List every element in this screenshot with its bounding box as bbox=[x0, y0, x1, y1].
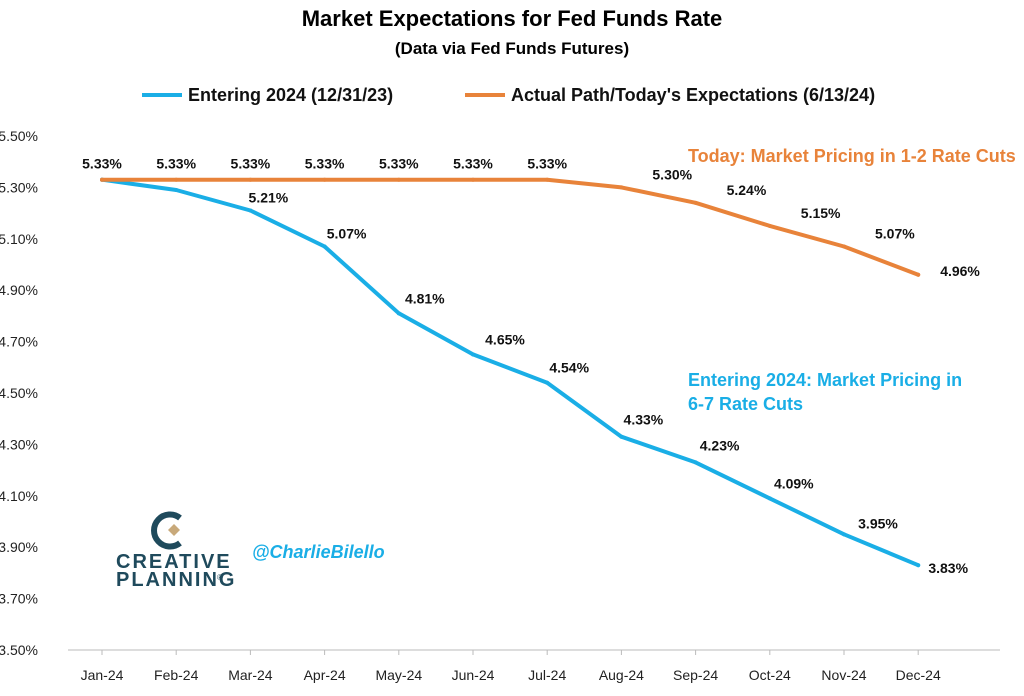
data-point-actual-path bbox=[842, 244, 846, 249]
data-label-entering-2024: 5.21% bbox=[249, 190, 289, 206]
creative-planning-logo: CREATIVE PLANNING ® bbox=[116, 511, 236, 591]
y-axis: 5.50% 5.30% 5.10% 4.90% 4.70% 4.50% 4.30% 4.10%… bbox=[0, 128, 38, 658]
legend-label-actual-path: Actual Path/Today's Expectations (6/13/2… bbox=[511, 85, 875, 105]
y-tick-label: 4.50% bbox=[0, 385, 38, 401]
data-label-entering-2024: 4.09% bbox=[774, 475, 814, 491]
x-tick-label: Sep-24 bbox=[673, 667, 718, 683]
x-axis: Jan-24 Feb-24 Mar-24 Apr-24 May-24 Jun-24 Jul-… bbox=[81, 650, 941, 683]
creative-planning-emblem bbox=[151, 511, 182, 550]
data-label-actual-path: 5.33% bbox=[82, 156, 122, 172]
data-label-entering-2024: 4.23% bbox=[700, 437, 740, 453]
x-tick-label: Feb-24 bbox=[154, 667, 199, 683]
x-tick-label: Oct-24 bbox=[749, 667, 791, 683]
x-tick-label: May-24 bbox=[375, 667, 422, 683]
data-point-entering-2024 bbox=[842, 532, 846, 537]
x-tick-label: Mar-24 bbox=[228, 667, 273, 683]
data-label-entering-2024: 4.65% bbox=[485, 331, 525, 347]
data-label-actual-path: 5.33% bbox=[231, 156, 271, 172]
series-line-entering-2024 bbox=[100, 177, 921, 568]
legend-label-entering-2024: Entering 2024 (12/31/23) bbox=[188, 85, 393, 105]
x-tick-label: Apr-24 bbox=[304, 667, 346, 683]
data-point-actual-path bbox=[619, 185, 624, 190]
data-label-actual-path: 5.33% bbox=[453, 156, 493, 172]
x-tick-label: Nov-24 bbox=[821, 667, 866, 683]
data-label-actual-path: 5.33% bbox=[305, 156, 345, 172]
data-label-entering-2024: 3.83% bbox=[928, 560, 968, 576]
data-point-actual-path bbox=[174, 177, 179, 182]
chart-title: Market Expectations for Fed Funds Rate bbox=[302, 6, 723, 31]
data-label-entering-2024: 4.54% bbox=[549, 360, 589, 376]
data-labels: 5.21% 5.07% 4.81% 4.65% 4.54% 4.33% 4.23% 4.09%… bbox=[82, 156, 980, 577]
chart-subtitle: (Data via Fed Funds Futures) bbox=[395, 39, 629, 58]
logo-line-2: PLANNING bbox=[116, 569, 236, 591]
annotation-entering-line2: 6-7 Rate Cuts bbox=[688, 394, 803, 414]
y-tick-label: 4.70% bbox=[0, 334, 38, 350]
data-point-actual-path bbox=[916, 272, 921, 277]
data-point-actual-path bbox=[100, 177, 104, 182]
data-label-actual-path: 5.07% bbox=[875, 226, 915, 242]
y-tick-label: 5.30% bbox=[0, 179, 38, 195]
data-label-actual-path: 5.33% bbox=[156, 156, 196, 172]
x-tick-label: Jan-24 bbox=[81, 667, 124, 683]
data-point-entering-2024 bbox=[767, 496, 772, 501]
y-tick-label: 4.90% bbox=[0, 282, 38, 298]
logo-trademark: ® bbox=[217, 573, 223, 582]
data-point-actual-path bbox=[767, 223, 772, 228]
data-point-actual-path bbox=[693, 200, 698, 205]
data-label-entering-2024: 4.81% bbox=[405, 290, 445, 306]
plot-area bbox=[100, 177, 921, 568]
y-tick-label: 3.50% bbox=[0, 642, 38, 658]
y-tick-label: 4.30% bbox=[0, 436, 38, 452]
data-label-entering-2024: 5.07% bbox=[327, 226, 367, 242]
x-tick-label: Jun-24 bbox=[452, 667, 495, 683]
logo-line-1: CREATIVE bbox=[116, 551, 232, 573]
data-point-entering-2024 bbox=[396, 311, 401, 316]
x-tick-label: Dec-24 bbox=[896, 667, 941, 683]
data-point-entering-2024 bbox=[248, 208, 253, 213]
x-tick-label: Jul-24 bbox=[528, 667, 566, 683]
data-point-entering-2024 bbox=[693, 460, 698, 465]
data-label-actual-path: 5.30% bbox=[652, 166, 692, 182]
data-point-entering-2024 bbox=[471, 352, 475, 357]
data-point-entering-2024 bbox=[619, 434, 624, 439]
y-tick-label: 5.10% bbox=[0, 231, 38, 247]
annotation-today: Today: Market Pricing in 1-2 Rate Cuts bbox=[688, 146, 1016, 166]
legend: Entering 2024 (12/31/23) Actual Path/Tod… bbox=[142, 85, 875, 105]
y-tick-label: 5.50% bbox=[0, 128, 38, 144]
data-point-entering-2024 bbox=[322, 244, 327, 249]
series-line-actual-path bbox=[100, 177, 921, 277]
y-tick-label: 4.10% bbox=[0, 488, 38, 504]
data-point-actual-path bbox=[322, 177, 327, 182]
annotation-entering-line1: Entering 2024: Market Pricing in bbox=[688, 370, 962, 390]
data-point-actual-path bbox=[471, 177, 475, 182]
data-label-actual-path: 5.24% bbox=[727, 182, 767, 198]
data-point-actual-path bbox=[248, 177, 253, 182]
data-label-actual-path: 5.33% bbox=[379, 156, 419, 172]
data-label-entering-2024: 3.95% bbox=[858, 515, 898, 531]
data-point-entering-2024 bbox=[545, 380, 550, 385]
data-label-entering-2024: 4.33% bbox=[624, 412, 664, 428]
data-point-actual-path bbox=[545, 177, 550, 182]
data-point-entering-2024 bbox=[916, 563, 921, 568]
data-label-actual-path: 5.33% bbox=[527, 156, 567, 172]
y-tick-label: 3.90% bbox=[0, 539, 38, 555]
data-label-actual-path: 4.96% bbox=[940, 263, 980, 279]
x-tick-label: Aug-24 bbox=[599, 667, 644, 683]
data-point-entering-2024 bbox=[174, 187, 179, 192]
data-label-actual-path: 5.15% bbox=[801, 205, 841, 221]
data-point-actual-path bbox=[396, 177, 401, 182]
author-handle: @CharlieBilello bbox=[252, 542, 385, 562]
y-tick-label: 3.70% bbox=[0, 591, 38, 607]
